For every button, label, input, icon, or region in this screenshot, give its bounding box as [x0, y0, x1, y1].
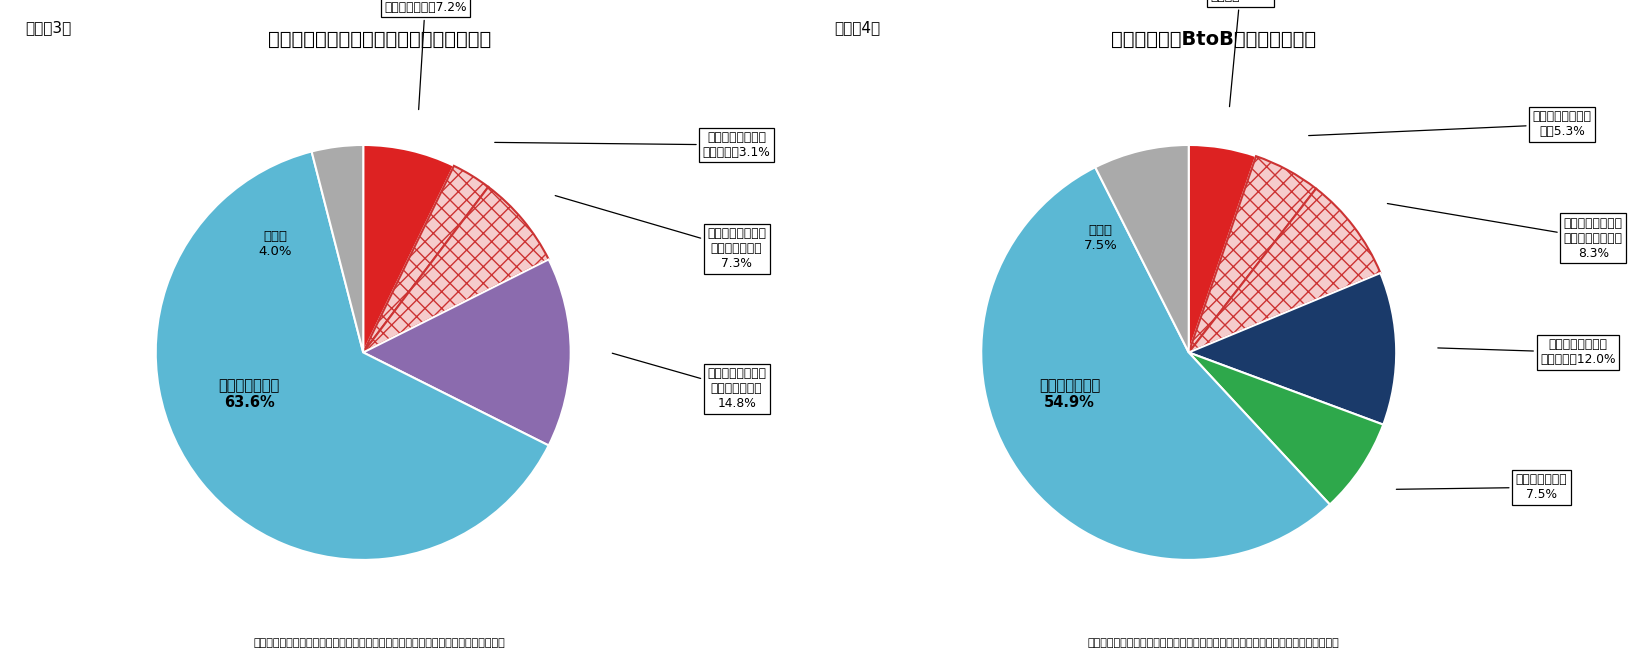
Wedge shape [363, 145, 454, 352]
Wedge shape [155, 152, 548, 560]
Text: その他
4.0%: その他 4.0% [258, 229, 292, 257]
Text: 免税事業者との取引
は一切行わない7.2%: 免税事業者との取引 は一切行わない7.2% [385, 0, 467, 110]
Text: （資料）日本商工会議所「中小企業における消費税の価格転嫁等に関する実態調査」: （資料）日本商工会議所「中小企業における消費税の価格転嫁等に関する実態調査」 [1088, 638, 1339, 648]
Text: その他
7.5%: その他 7.5% [1083, 224, 1118, 252]
Text: 一部を除いて取引
は行わない3.1%: 一部を除いて取引 は行わない3.1% [495, 131, 771, 159]
Text: 課税事業者における免税事業者からの仕入: 課税事業者における免税事業者からの仕入 [267, 30, 492, 49]
Wedge shape [1189, 352, 1384, 505]
Wedge shape [1189, 273, 1397, 425]
Text: 取引を行うか否か
の判断はしない
14.8%: 取引を行うか否か の判断はしない 14.8% [613, 353, 766, 410]
Text: （図表3）: （図表3） [25, 20, 71, 35]
Text: 経過措置後になる
予定5.3%: 経過措置後になる 予定5.3% [1309, 110, 1592, 138]
Text: 課税事業者に
なる予定5.3%: 課税事業者に なる予定5.3% [1210, 0, 1271, 106]
Wedge shape [363, 259, 571, 446]
Text: （図表4）: （図表4） [834, 20, 880, 35]
Text: 課税事業者になる
予定はない12.0%: 課税事業者になる 予定はない12.0% [1438, 338, 1615, 366]
Wedge shape [363, 166, 489, 352]
Wedge shape [981, 167, 1329, 560]
Wedge shape [1189, 145, 1256, 352]
Wedge shape [1095, 145, 1189, 352]
Text: 要請があれば課税
事業者になる予定
8.3%: 要請があれば課税 事業者になる予定 8.3% [1387, 203, 1623, 260]
Wedge shape [1189, 189, 1380, 352]
Wedge shape [1189, 156, 1316, 352]
Text: まだ分からない
63.6%: まだ分からない 63.6% [218, 378, 279, 410]
Text: （資料）日本商工会議所「中小企業における消費税の価格転嫁等に関する実態調査」: （資料）日本商工会議所「中小企業における消費税の価格転嫁等に関する実態調査」 [254, 638, 505, 648]
Text: まだ分からない
54.9%: まだ分からない 54.9% [1038, 378, 1100, 410]
Text: 廃業を検討する
7.5%: 廃業を検討する 7.5% [1397, 473, 1567, 501]
Text: 経過措置の間は、
取引を行う予定
7.3%: 経過措置の間は、 取引を行う予定 7.3% [555, 196, 766, 270]
Text: 免税事業者（BtoB事業者）の対応: 免税事業者（BtoB事業者）の対応 [1111, 30, 1316, 49]
Wedge shape [363, 187, 548, 352]
Wedge shape [312, 145, 363, 352]
